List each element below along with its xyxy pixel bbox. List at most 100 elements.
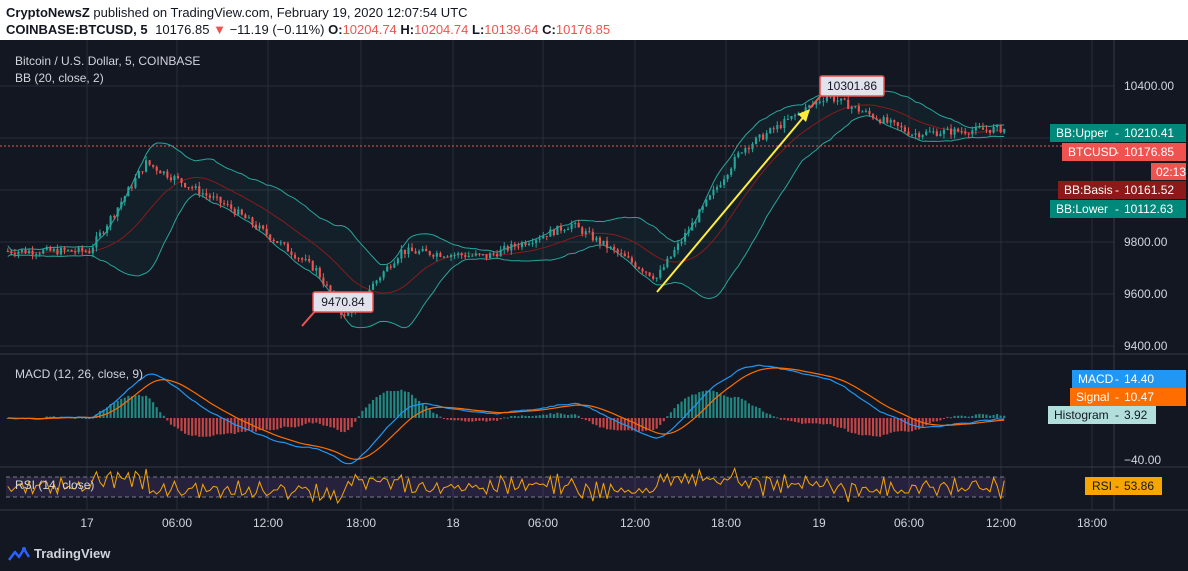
candle-body [492,253,495,255]
candle-body [262,225,265,229]
candle-body [407,247,410,255]
macd-histogram-bar [531,416,534,418]
candle-body [946,128,949,130]
macd-name: MACD [1078,372,1114,386]
macd-histogram-bar [974,414,977,418]
publisher-name[interactable]: CryptoNewsZ [6,5,90,20]
bb-basis-value: 10161.52 [1124,183,1174,197]
candle-body [832,96,836,102]
time-axis[interactable]: 17 06:00 12:00 18:00 18 06:00 12:00 18:0… [80,516,1107,530]
candle-body [176,176,180,179]
candle-body [141,171,144,173]
macd-histogram-bar [308,418,311,423]
macd-histogram-bar [822,418,825,425]
candle-body [733,157,736,169]
macd-histogram-bar [396,390,399,418]
macd-histogram-bar [545,414,548,418]
candle-body [730,168,733,175]
candle-body [442,256,446,258]
candle-body [63,248,66,251]
macd-histogram-bar [95,414,98,418]
candle-body [379,277,382,281]
candle-body [70,249,73,252]
candle-body [744,148,747,153]
candle-body [166,171,169,178]
candle-body [783,119,786,129]
candle-body [38,253,41,255]
rsi-badge [1085,477,1162,495]
candle-body [953,128,956,135]
candle-body [584,231,587,235]
candle-body [751,143,754,150]
candle-body [1003,128,1006,133]
candle-body [208,195,211,198]
candle-body [134,178,137,188]
macd-histogram-bar [297,418,300,427]
macd-histogram-bar [914,418,917,430]
chart-canvas[interactable]: Bitcoin / U.S. Dollar, 5, COINBASE BB (2… [0,40,1188,541]
candle-body [464,255,467,258]
macd-histogram-bar [595,418,598,426]
candle-body [27,250,31,254]
candle-body [347,312,350,316]
high-callout-box[interactable] [819,75,885,97]
candle-body [843,98,846,100]
bollinger-bands [7,88,1005,329]
candle-body [914,133,917,135]
macd-histogram-bar [949,417,953,419]
candle-body [279,242,282,244]
macd-histogram-bar [453,418,456,421]
macd-histogram-bar [616,418,619,431]
tradingview-brand[interactable]: TradingView [34,546,111,561]
candle-body [184,182,187,188]
macd-histogram-bar [584,418,587,421]
candle-body [864,110,867,112]
candle-body [754,137,758,144]
macd-histogram-bar [81,417,84,419]
macd-histogram-bar [939,418,942,421]
open-value: 10204.74 [342,22,397,37]
macd-histogram-bar [762,411,765,418]
macd-histogram-bar [740,398,743,418]
macd-histogram-bar [691,394,694,418]
candle-body [570,223,573,229]
time-tick: 06:00 [894,516,924,530]
candle-body [701,206,704,210]
low-callout-box[interactable] [312,291,374,313]
high-callout-text: 10301.86 [827,79,877,93]
candle-body [591,231,594,241]
macd-histogram-bar [318,418,321,424]
macd-plot [6,364,1006,465]
candle-body [996,125,999,128]
macd-histogram-bar [964,416,967,418]
signal-line [7,367,1005,460]
candle-body [403,249,406,255]
candle-body [6,251,9,253]
candle-body [648,272,651,276]
time-tick: 12:00 [253,516,283,530]
macd-histogram-bar [223,418,226,435]
candle-body [425,248,428,252]
macd-histogram-bar [733,396,736,418]
candle-body [318,268,321,278]
macd-pane-title: MACD (12, 26, close, 9) [15,367,143,381]
candle-body [194,186,197,189]
close-value: 10176.85 [555,22,611,37]
chart-frame[interactable]: Bitcoin / U.S. Dollar, 5, COINBASE BB (2… [0,40,1188,541]
macd-histogram-bar [566,414,570,418]
candle-body [935,131,938,136]
candle-body [159,170,162,174]
trend-arrow[interactable] [656,113,807,293]
candle-body [850,106,853,109]
macd-histogram-bar [524,415,527,418]
macd-histogram-bar [900,418,903,432]
candle-body [386,266,389,272]
macd-histogram-bar [173,418,176,427]
tradingview-logo-icon[interactable] [8,545,30,565]
candle-body [432,254,435,257]
macd-histogram-bar [744,400,747,418]
candle-body [400,249,403,259]
publish-line: CryptoNewsZ published on TradingView.com… [6,4,610,21]
macd-tick: −40.00 [1124,453,1161,467]
candle-body [655,277,658,279]
